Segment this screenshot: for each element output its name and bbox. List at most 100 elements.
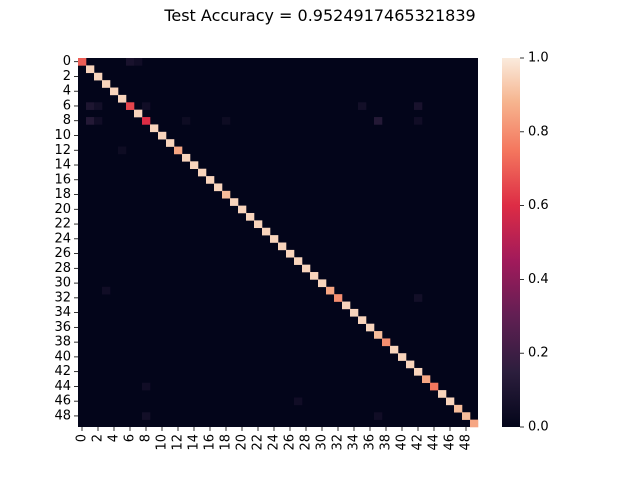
heatmap-diagonal-cell [278,242,287,251]
heatmap-cell [414,117,423,125]
colorbar-tick-label: 0.8 [528,124,549,139]
y-tick-label: 38 [54,335,71,350]
heatmap-diagonal-cell [94,72,103,81]
heatmap-diagonal-cell [350,308,359,317]
y-tick-label: 48 [54,408,71,423]
colorbar-tick-label: 0.0 [528,420,549,435]
x-tick-label: 10 [155,434,170,451]
y-tick-label: 36 [54,320,71,335]
heatmap-diagonal-cell [238,205,247,214]
y-tick-label: 14 [54,158,71,173]
heatmap-diagonal-cell [454,404,463,413]
heatmap-diagonal-cell [358,316,367,324]
heatmap-cell [102,286,111,295]
x-tick-label: 20 [235,434,250,451]
y-tick-label: 32 [54,290,71,305]
heatmap-diagonal-cell [438,390,447,398]
colorbar-tick-label: 0.2 [528,346,549,361]
x-tick-label: 14 [187,434,202,451]
x-tick-label: 18 [219,434,234,451]
heatmap-diagonal-cell [342,301,351,310]
heatmap-cell [126,58,135,66]
colorbar-tick-label: 0.4 [528,272,549,287]
heatmap-diagonal-cell [334,294,343,302]
y-axis-ticks: 0246810121416182022242628303234363840424… [54,54,78,423]
heatmap-diagonal-cell [142,117,151,125]
x-tick-label: 34 [347,434,362,451]
x-tick-label: 24 [267,434,282,451]
x-tick-label: 26 [283,434,298,451]
heatmap-diagonal-cell [398,353,407,361]
heatmap-cell [134,58,143,66]
heatmap-cell [142,382,151,391]
heatmap-cell [94,117,103,125]
heatmap-diagonal-cell [206,176,215,184]
x-tick-label: 16 [203,434,218,451]
heatmap-diagonal-cell [406,360,415,369]
x-tick-label: 36 [363,434,378,451]
heatmap-diagonal-cell [462,412,471,420]
heatmap-diagonal-cell [110,87,119,96]
colorbar-tick-label: 0.6 [528,198,549,213]
heatmap-diagonal-cell [166,139,175,147]
y-tick-label: 40 [54,349,71,364]
colorbar-tick-label: 1.0 [528,51,549,66]
x-tick-label: 12 [171,434,186,451]
heatmap-diagonal-cell [422,375,431,384]
x-tick-label: 8 [139,434,154,442]
heatmap-diagonal-cell [414,367,423,376]
x-tick-label: 0 [75,434,90,442]
heatmap-cell [374,412,383,420]
heatmap-diagonal-cell [126,102,135,110]
chart-title: Test Accuracy = 0.9524917465321839 [164,6,476,25]
heatmap-cell [374,117,383,125]
y-tick-label: 20 [54,202,71,217]
x-tick-label: 38 [379,434,394,451]
heatmap-diagonal-cell [286,249,295,258]
heatmap-diagonal-cell [222,190,231,199]
heatmap-cell [414,294,423,302]
heatmap-cell [86,117,95,125]
x-axis-ticks: 0 2 4 6 8 10 12 14 16 18 20 22 24 26 28 30 32 34 36 38 40 42 4… [75,427,474,451]
heatmap-diagonal-cell [382,338,391,347]
x-tick-label: 44 [427,434,442,451]
y-tick-label: 0 [63,54,71,69]
heatmap-diagonal-cell [78,58,87,66]
heatmap-diagonal-cell [198,168,207,177]
heatmap-diagonal-cell [430,382,439,391]
heatmap-diagonal-cell [326,286,335,295]
x-tick-label: 6 [123,434,138,442]
heatmap-diagonal-cell [270,235,279,243]
heatmap-cell [414,102,423,110]
heatmap-cell [94,102,103,110]
heatmap-diagonal-cell [150,124,159,133]
heatmap-diagonal-cell [294,257,303,265]
heatmap-cell [118,146,127,155]
heatmap-diagonal-cell [254,220,263,229]
heatmap-diagonal-cell [310,272,319,280]
y-tick-label: 24 [54,231,71,246]
y-tick-label: 8 [63,113,71,128]
y-tick-label: 10 [54,128,71,143]
x-tick-label: 46 [443,434,458,451]
heatmap-diagonal-cell [158,131,167,140]
heatmap-diagonal-cell [134,109,143,118]
x-tick-label: 4 [107,434,122,442]
y-tick-label: 28 [54,261,71,276]
heatmap-cell [86,102,95,110]
x-tick-label: 40 [395,434,410,451]
x-tick-label: 22 [251,434,266,451]
heatmap-diagonal-cell [118,94,127,103]
heatmap-diagonal-cell [374,331,383,339]
y-tick-label: 4 [63,84,71,99]
y-tick-label: 16 [54,172,71,187]
heatmap-diagonal-cell [230,198,239,206]
heatmap-diagonal-cell [390,345,399,354]
y-tick-label: 12 [54,143,71,158]
x-tick-label: 30 [315,434,330,451]
heatmap-diagonal-cell [174,146,183,155]
heatmap-diagonal-cell [102,80,111,88]
heatmap-diagonal-cell [182,153,191,162]
x-tick-label: 48 [459,434,474,451]
